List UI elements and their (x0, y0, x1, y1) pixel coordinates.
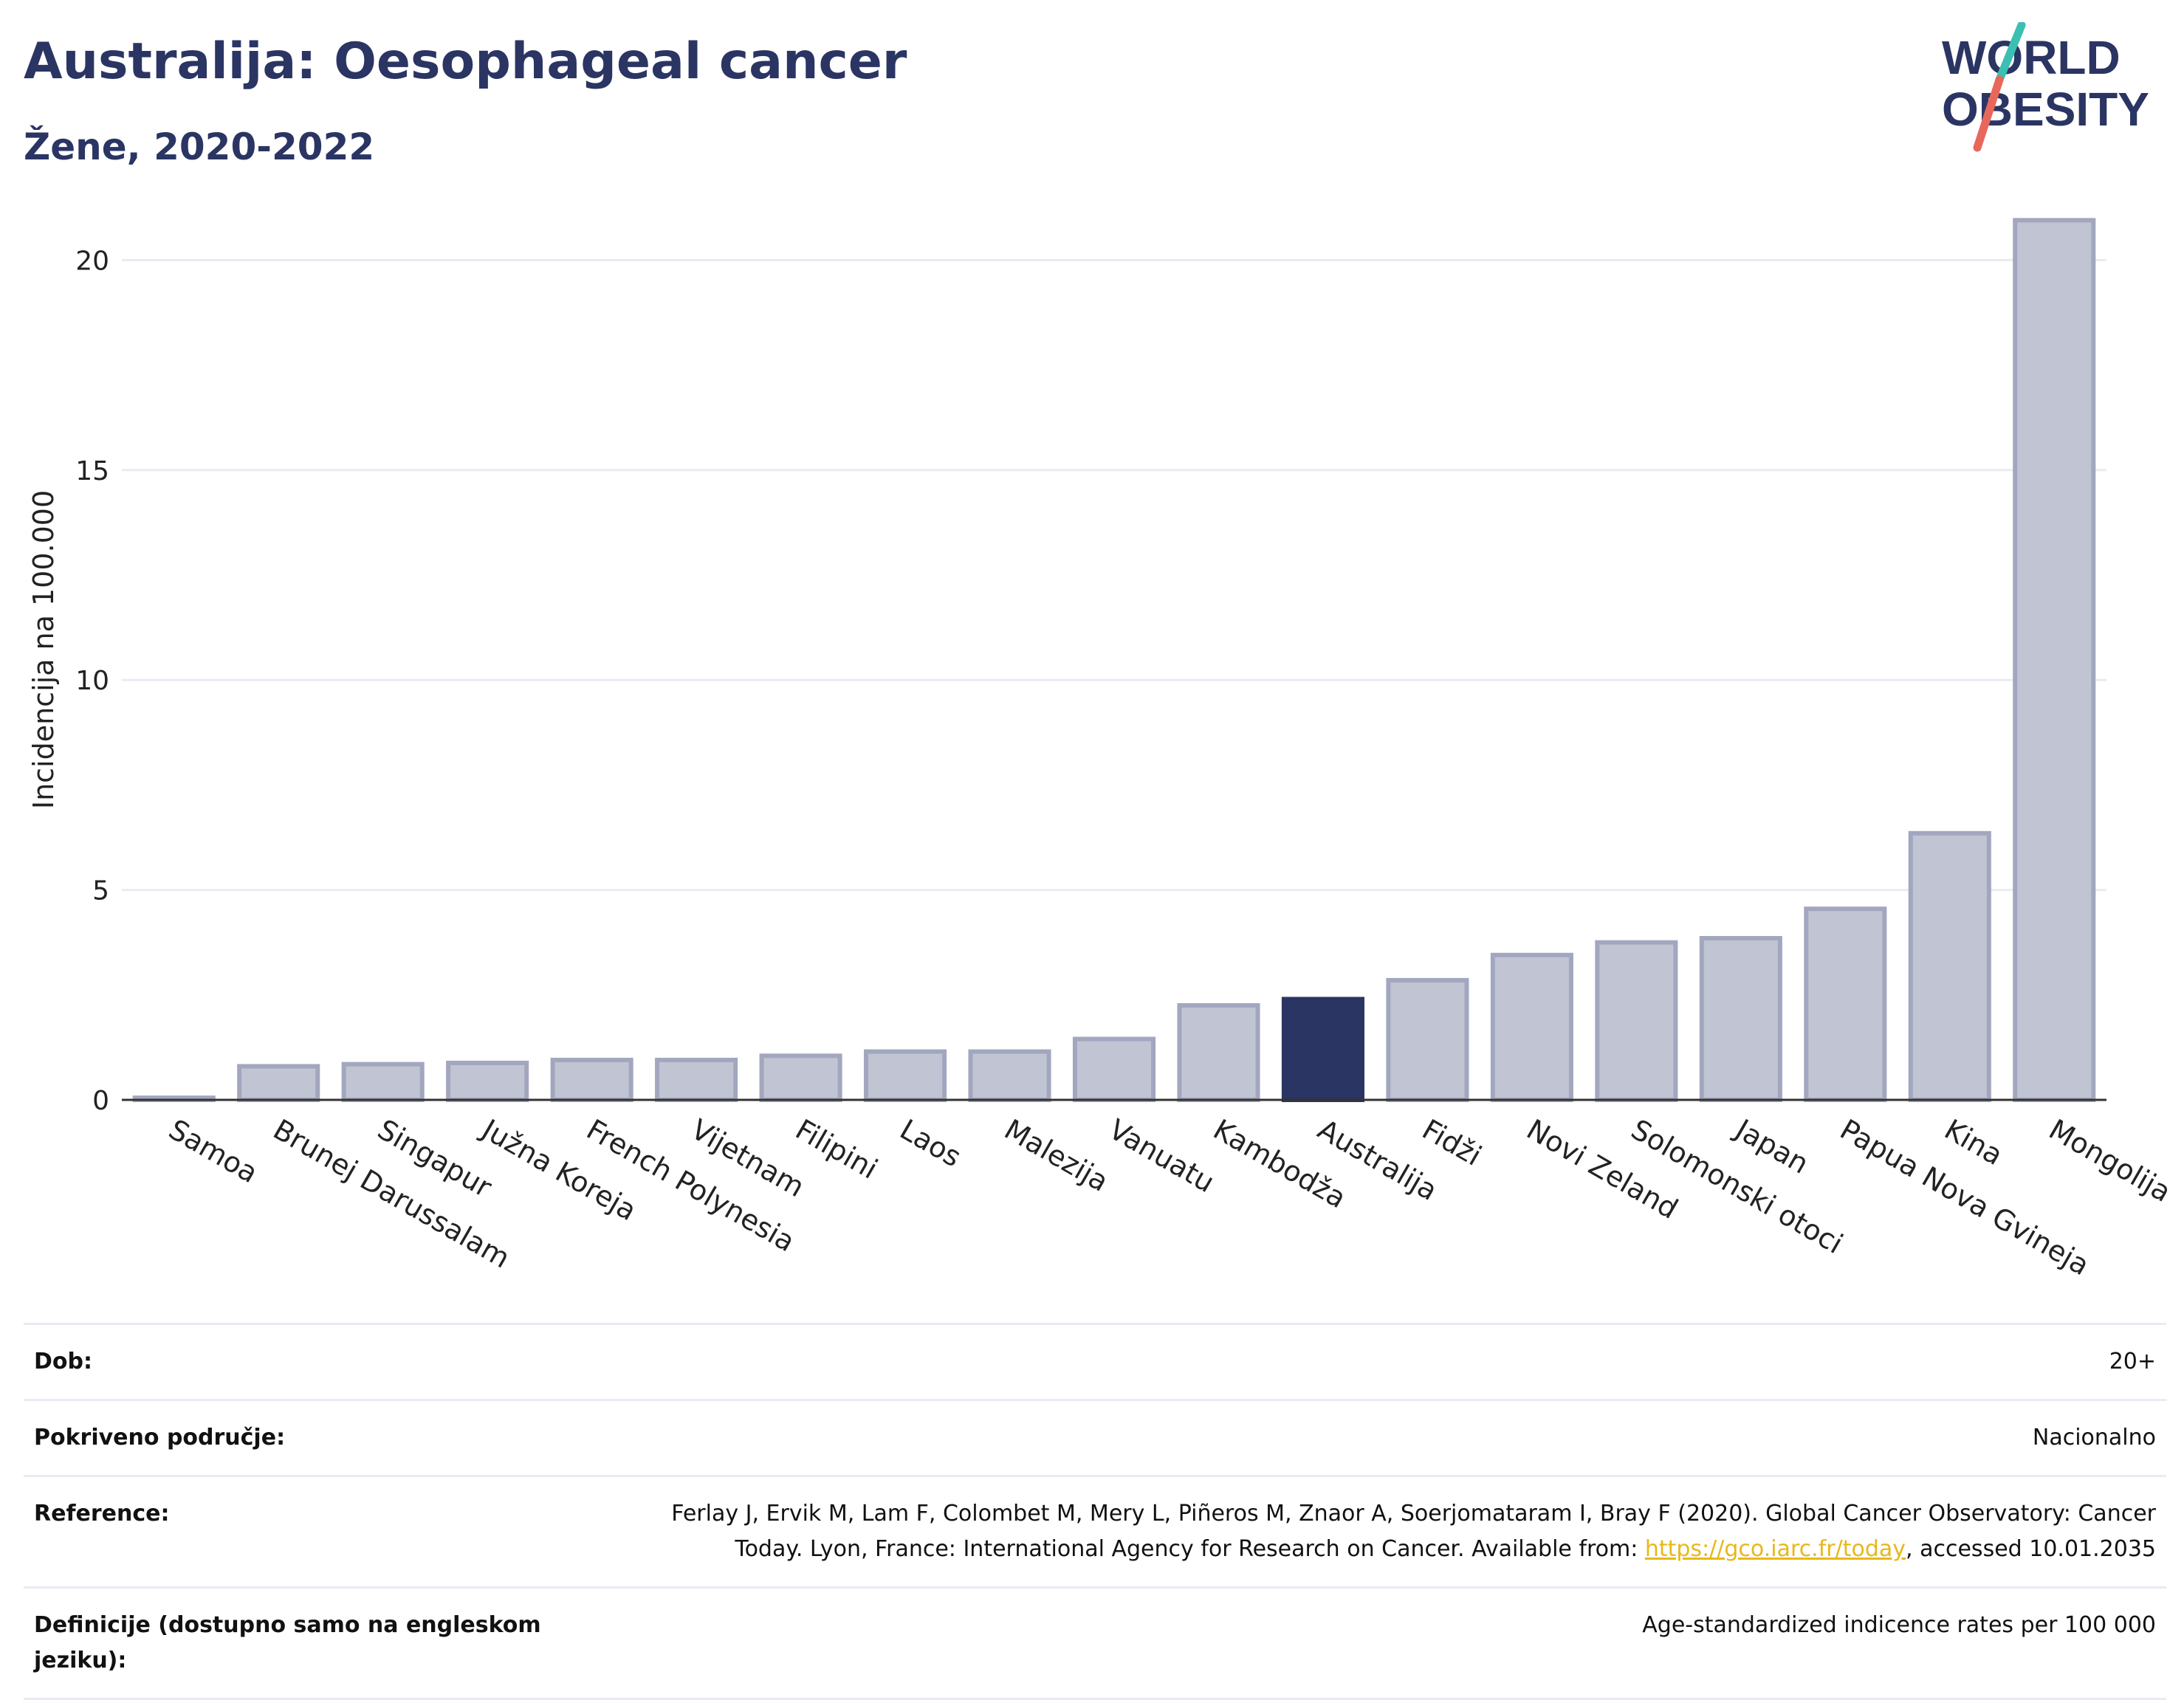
meta-value: Ferlay J, Ervik M, Lam F, Colombet M, Me… (561, 1475, 2166, 1588)
bar[interactable] (1177, 1003, 1260, 1102)
bar[interactable] (2013, 218, 2096, 1102)
x-tick-label: Mongolija (2044, 1113, 2177, 1208)
y-tick-label: 10 (75, 666, 109, 696)
bars (132, 218, 2096, 1103)
y-axis-label: Incidencija na 100.000 (27, 490, 60, 809)
bar[interactable] (1595, 940, 1678, 1103)
bar[interactable] (1386, 977, 1469, 1102)
x-tick-label: Samoa (163, 1113, 263, 1190)
bar[interactable] (864, 1049, 947, 1102)
bar[interactable] (1908, 830, 1991, 1103)
meta-key: Reference: (24, 1475, 561, 1588)
x-tick-label: Vanuatu (1104, 1113, 1220, 1199)
bar[interactable] (655, 1057, 738, 1102)
bar[interactable] (1699, 936, 1782, 1102)
bar[interactable] (237, 1064, 320, 1102)
bar[interactable] (759, 1053, 842, 1103)
reference-link[interactable]: https://gco.iarc.fr/today (1644, 1536, 1906, 1562)
grid-lines (122, 258, 2106, 892)
meta-value: 20+ (561, 1323, 2166, 1400)
logo-slash-top (1995, 22, 2026, 84)
meta-row-reference: Reference: Ferlay J, Ervik M, Lam F, Col… (24, 1475, 2166, 1588)
y-tick-label: 15 (75, 456, 109, 486)
bar[interactable] (1072, 1036, 1156, 1103)
bar[interactable] (1490, 952, 1573, 1102)
y-tick-label: 20 (75, 246, 109, 276)
x-tick-label: Malezija (999, 1113, 1114, 1198)
bar[interactable] (341, 1061, 425, 1102)
bar[interactable] (1804, 906, 1887, 1102)
meta-row-definitions: Definicije (dostupno samo na engleskom j… (24, 1586, 2166, 1700)
page-title: Australija: Oesophageal cancer (24, 32, 907, 91)
x-tick-label: Fidži (1417, 1113, 1487, 1172)
meta-value: Nacionalno (561, 1399, 2166, 1476)
bar[interactable] (550, 1057, 633, 1102)
page-subtitle: Žene, 2020-2022 (24, 125, 375, 168)
logo-line2: OBESITY (1942, 83, 2149, 136)
logo-line1: WORLD (1942, 31, 2121, 84)
bar[interactable] (1281, 997, 1365, 1102)
metadata-table: Dob: 20+ Pokriveno područje: Nacionalno … (24, 1323, 2166, 1700)
world-obesity-logo: WORLD OBESITY (1942, 22, 2149, 152)
meta-key: Definicije (dostupno samo na engleskom j… (24, 1586, 561, 1700)
reference-line2-pre: Today. Lyon, France: International Agenc… (735, 1536, 1645, 1562)
meta-key: Pokriveno područje: (24, 1399, 561, 1476)
reference-line1: Ferlay J, Ervik M, Lam F, Colombet M, Me… (671, 1501, 2156, 1527)
meta-row-coverage: Pokriveno područje: Nacionalno (24, 1399, 2166, 1476)
y-tick-label: 5 (92, 876, 109, 906)
meta-key: Dob: (24, 1323, 561, 1400)
meta-row-age: Dob: 20+ (24, 1323, 2166, 1400)
x-tick-label: Laos (895, 1113, 967, 1174)
y-tick-label: 0 (92, 1086, 109, 1116)
meta-value: Age-standardized indicence rates per 100… (561, 1586, 2166, 1700)
reference-line2-post: , accessed 10.01.2035 (1906, 1536, 2156, 1562)
x-tick-label: Kina (1939, 1113, 2008, 1172)
logo-slash-bottom (1973, 75, 2004, 152)
bar[interactable] (968, 1049, 1051, 1102)
bar[interactable] (446, 1060, 529, 1102)
